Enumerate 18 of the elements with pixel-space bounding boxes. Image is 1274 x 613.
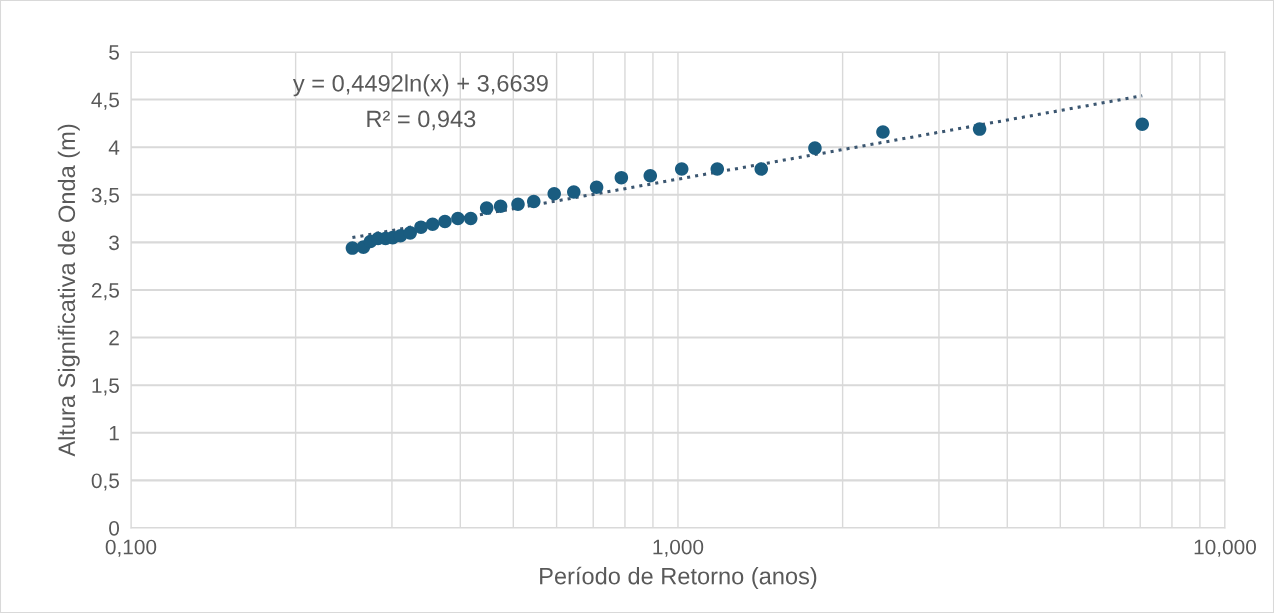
x-tick-label: 0,100 [105, 539, 157, 557]
y-tick-label: 2,5 [91, 282, 119, 301]
y-tick-label: 5 [109, 45, 119, 60]
y-tick-label: 0,5 [91, 473, 119, 491]
y-tick-label: 4 [108, 140, 120, 155]
y-tick-label: 1 [109, 425, 119, 441]
y-tick-label: 2 [109, 330, 119, 346]
y-tick-label: 1,5 [92, 378, 119, 396]
y-tick-label: 3 [109, 235, 119, 251]
x-tick-label: 10,000 [1194, 539, 1256, 557]
y-axis-title: Altura Significativa de Onda (m) [57, 124, 80, 457]
y-tick-label: 4,5 [91, 92, 119, 110]
y-tick-label: 0 [109, 520, 120, 536]
annotation: y = 0,4492ln(x) + 3,6639 [292, 74, 548, 97]
annotation: R² = 0,943 [367, 110, 476, 131]
x-axis-title: Período de Retorno (anos) [540, 566, 817, 590]
y-tick-label: 3,5 [91, 187, 119, 205]
x-tick-label: 1,000 [653, 539, 704, 557]
